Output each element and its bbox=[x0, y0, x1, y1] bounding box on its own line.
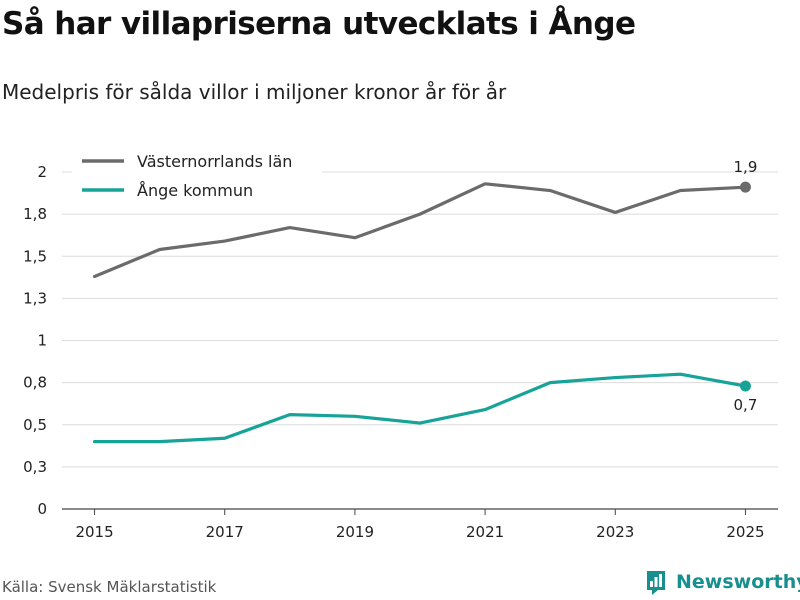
source-note: Källa: Svensk Mäklarstatistik bbox=[2, 578, 217, 596]
y-tick-label: 0 bbox=[37, 500, 47, 518]
brand-logo: Newsworthy bbox=[644, 568, 800, 596]
y-tick-label: 0,3 bbox=[23, 458, 47, 476]
series-end-marker bbox=[739, 380, 751, 392]
newsworthy-logo-icon bbox=[647, 571, 665, 595]
y-tick-label: 2 bbox=[37, 163, 47, 181]
series-end-label: 1,9 bbox=[734, 158, 758, 176]
series-lines: 1,9 0,7 bbox=[92, 158, 758, 444]
legend-label: Ånge kommun bbox=[137, 181, 253, 200]
chart-subtitle: Medelpris för sålda villor i miljoner kr… bbox=[2, 80, 507, 104]
series-end-label: 0,7 bbox=[734, 396, 758, 414]
brand-name: Newsworthy bbox=[676, 571, 800, 593]
x-tick-label: 2025 bbox=[726, 523, 764, 541]
y-tick-label: 1,5 bbox=[23, 247, 47, 265]
legend-background bbox=[72, 148, 322, 208]
legend: Västernorrlands län Ånge kommun bbox=[72, 148, 322, 208]
series-line-lan bbox=[92, 182, 748, 279]
y-tick-label: 0,5 bbox=[23, 416, 47, 434]
legend-label: Västernorrlands län bbox=[137, 152, 292, 171]
y-tick-label: 1 bbox=[37, 332, 47, 350]
axes: 0 0,3 0,5 0,8 1 1,3 1,5 1,8 2 2015 2017 2019 2021 202… bbox=[23, 163, 764, 541]
chart-title: Så har villapriserna utvecklats i Ånge bbox=[2, 6, 636, 42]
series-end-marker bbox=[739, 181, 751, 193]
x-tick-label: 2023 bbox=[596, 523, 634, 541]
y-tick-label: 0,8 bbox=[23, 374, 47, 392]
y-tick-label: 1,3 bbox=[23, 289, 47, 307]
line-chart: 0 0,3 0,5 0,8 1 1,3 1,5 1,8 2 2015 2017 2019 2021 202… bbox=[23, 148, 778, 541]
x-tick-label: 2021 bbox=[466, 523, 504, 541]
x-tick-label: 2017 bbox=[206, 523, 244, 541]
x-tick-label: 2015 bbox=[75, 523, 113, 541]
y-tick-label: 1,8 bbox=[23, 205, 47, 223]
x-tick-label: 2019 bbox=[336, 523, 374, 541]
series-line-kommun bbox=[92, 372, 748, 444]
gridlines bbox=[62, 171, 778, 510]
